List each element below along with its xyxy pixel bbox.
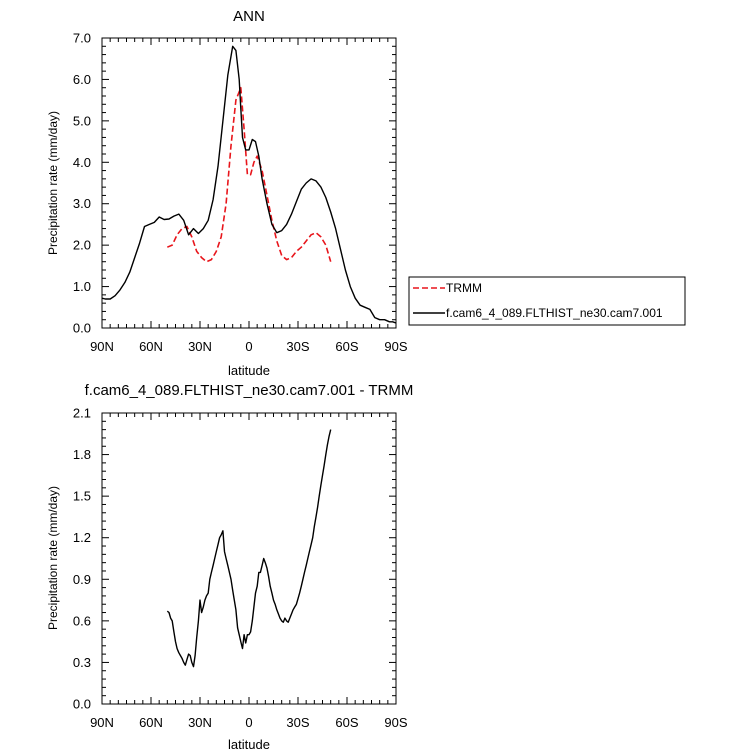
top-title: ANN: [233, 8, 265, 25]
top-y-tick-label: 4.0: [73, 155, 91, 170]
top-x-tick-label: 90S: [384, 339, 407, 354]
bottom-y-tick-label: 0.3: [73, 655, 91, 670]
top-x-tick-label: 30N: [188, 339, 212, 354]
bottom-title: f.cam6_4_089.FLTHIST_ne30.cam7.001 - TRM…: [85, 382, 414, 399]
bottom-x-tick-label: 90S: [384, 715, 407, 730]
top-x-tick-label: 0: [245, 339, 252, 354]
top-y-tick-label: 7.0: [73, 31, 91, 46]
top-y-tick-label: 6.0: [73, 72, 91, 87]
top-y-tick-label: 3.0: [73, 196, 91, 211]
bottom-x-tick-label: 30N: [188, 715, 212, 730]
top-x-tick-label: 30S: [286, 339, 309, 354]
legend-box: [408, 276, 686, 326]
bottom-x-tick-label: 0: [245, 715, 252, 730]
bottom-x-tick-label: 60N: [139, 715, 163, 730]
bottom-tick-labels: 90N 60N 30N 0 30S 60S 90S 0.0 0.3 0.6 0.9 1.2 1.5 1.8…: [73, 406, 408, 731]
legend-label-model: f.cam6_4_089.FLTHIST_ne30.cam7.001: [446, 306, 663, 320]
top-x-axis-label: latitude: [228, 363, 270, 378]
bottom-x-tick-label: 90N: [90, 715, 114, 730]
top-y-tick-label: 1.0: [73, 279, 91, 294]
bottom-y-tick-label: 1.2: [73, 530, 91, 545]
top-y-tick-label: 2.0: [73, 238, 91, 253]
bottom-y-tick-label: 2.1: [73, 406, 91, 421]
bottom-x-axis-label: latitude: [228, 737, 270, 752]
legend: TRMM f.cam6_4_089.FLTHIST_ne30.cam7.001: [408, 276, 686, 326]
legend-label-trmm: TRMM: [446, 281, 482, 295]
top-series-lines: [101, 45, 397, 324]
bottom-y-tick-label: 1.8: [73, 447, 91, 462]
bottom-axis-ticks: [101, 412, 397, 705]
bottom-x-tick-label: 60S: [335, 715, 358, 730]
top-tick-labels: 90N 60N 30N 0 30S 60S 90S 0.0 1.0 2.0 3.0 4.0 5.0 6.0…: [73, 31, 408, 355]
top-x-tick-label: 60N: [139, 339, 163, 354]
bottom-y-tick-label: 0.6: [73, 613, 91, 628]
panel-bottom: f.cam6_4_089.FLTHIST_ne30.cam7.001 - TRM…: [46, 382, 413, 752]
top-series-line-1: [101, 45, 397, 324]
top-axis-ticks: [101, 37, 397, 329]
bottom-y-tick-label: 1.5: [73, 489, 91, 504]
top-plot-frame: [101, 37, 397, 329]
panel-top: ANN 90N 60N 30N 0 30S 60S 90S 0.0 1.0 2.0 3.0 4.0 5.…: [46, 8, 408, 378]
top-y-tick-label: 0.0: [73, 321, 91, 336]
top-y-tick-label: 5.0: [73, 113, 91, 128]
bottom-y-tick-label: 0.0: [73, 697, 91, 712]
bottom-y-tick-label: 0.9: [73, 572, 91, 587]
top-x-tick-label: 60S: [335, 339, 358, 354]
bottom-series-line-0: [166, 429, 332, 668]
bottom-x-tick-label: 30S: [286, 715, 309, 730]
top-y-axis-label: Precipitation rate (mm/day): [46, 111, 60, 255]
top-x-tick-label: 90N: [90, 339, 114, 354]
bottom-y-axis-label: Precipitation rate (mm/day): [46, 486, 60, 630]
bottom-series-lines: [166, 429, 332, 668]
bottom-plot-frame: [101, 412, 397, 705]
top-series-line-0: [166, 86, 332, 263]
